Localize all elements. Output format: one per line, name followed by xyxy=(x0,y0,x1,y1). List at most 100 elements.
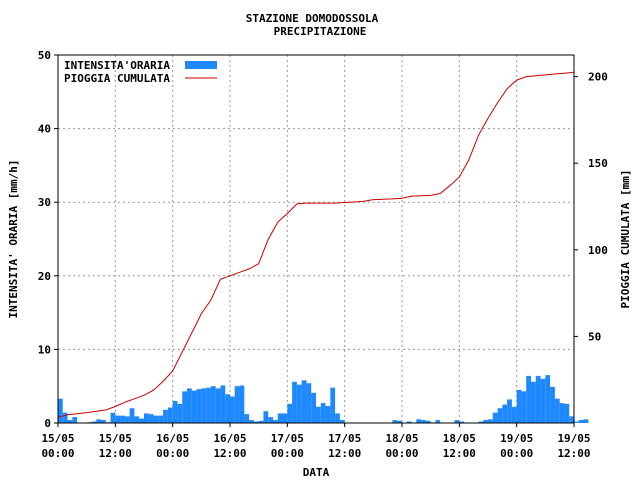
left-axis-ticks: 0 10 20 30 40 50 xyxy=(38,49,58,430)
intensity-bar xyxy=(273,420,278,423)
right-axis-ticks: 50 100 150 200 xyxy=(574,71,608,343)
intensity-bar xyxy=(526,375,531,423)
intensity-bar xyxy=(215,388,221,423)
intensity-bar xyxy=(507,399,512,423)
y-left-tick-label: 30 xyxy=(38,196,51,209)
y-left-tick-label: 50 xyxy=(38,49,51,62)
intensity-bar xyxy=(167,407,173,423)
x-tick-label-date: 16/05 xyxy=(213,432,246,445)
intensity-bar xyxy=(91,421,97,423)
x-tick-label-date: 19/05 xyxy=(557,432,590,445)
intensity-bar xyxy=(139,418,144,423)
intensity-bar xyxy=(244,414,250,423)
intensity-bar xyxy=(574,421,579,423)
x-tick-label-time: 12:00 xyxy=(443,447,476,460)
x-tick-label-date: 17/05 xyxy=(328,432,361,445)
plot-frame xyxy=(57,54,575,424)
intensity-bar xyxy=(163,409,168,423)
x-axis-ticks: 15/05 00:00 15/05 12:00 16/05 00:00 16/05 12:00… xyxy=(41,423,591,460)
intensity-bar xyxy=(230,396,235,423)
x-tick-label-date: 19/05 xyxy=(500,432,533,445)
x-tick-label-date: 17/05 xyxy=(271,432,304,445)
intensity-bar xyxy=(583,419,589,423)
y-left-tick-label: 20 xyxy=(38,270,51,283)
legend-label-intensity: INTENSITA'ORARIA xyxy=(64,59,170,72)
intensity-bar xyxy=(325,406,331,423)
intensity-bar xyxy=(296,384,302,423)
intensity-bar xyxy=(253,421,259,423)
y-axis-right-label: PIOGGIA CUMULATA [mm] xyxy=(619,169,632,308)
intensity-bar xyxy=(421,420,426,423)
x-tick-label-date: 18/05 xyxy=(443,432,476,445)
intensity-bar xyxy=(554,398,560,423)
x-tick-label-date: 18/05 xyxy=(385,432,418,445)
intensity-bar xyxy=(277,413,283,423)
y-right-tick-label: 150 xyxy=(588,157,608,170)
x-tick-label-time: 00:00 xyxy=(271,447,304,460)
intensity-bar xyxy=(497,408,503,423)
intensity-bar xyxy=(306,383,312,423)
intensity-bar xyxy=(258,420,264,423)
intensity-bar xyxy=(234,386,240,423)
bar-series xyxy=(58,375,589,423)
x-axis-label: DATA xyxy=(303,466,330,479)
intensity-bar xyxy=(134,416,140,423)
intensity-bar xyxy=(292,381,297,423)
intensity-bar xyxy=(311,392,316,423)
intensity-bar xyxy=(225,394,230,423)
intensity-bar xyxy=(191,390,197,423)
intensity-bar xyxy=(569,416,574,423)
intensity-bar xyxy=(115,415,121,423)
x-tick-label-date: 15/05 xyxy=(99,432,132,445)
intensity-bar xyxy=(339,420,345,423)
intensity-bar xyxy=(158,415,164,423)
intensity-bar xyxy=(545,375,551,423)
grid-lines xyxy=(58,55,574,423)
legend: INTENSITA'ORARIA PIOGGIA CUMULATA xyxy=(64,59,217,85)
intensity-bar xyxy=(550,386,555,423)
x-tick-label-time: 12:00 xyxy=(213,447,246,460)
intensity-bar xyxy=(196,389,202,423)
x-tick-label-time: 00:00 xyxy=(156,447,189,460)
intensity-bar xyxy=(397,420,402,423)
intensity-bar xyxy=(263,411,269,423)
intensity-bar xyxy=(67,420,73,423)
intensity-bar xyxy=(96,419,101,423)
y-left-tick-label: 0 xyxy=(44,417,51,430)
intensity-bar xyxy=(406,421,412,423)
intensity-bar xyxy=(316,406,321,423)
y-axis-left-label: INTENSITA' ORARIA [mm/h] xyxy=(7,160,20,319)
intensity-bar xyxy=(531,381,536,423)
intensity-bar xyxy=(282,413,288,423)
intensity-bar xyxy=(72,417,78,423)
legend-swatch-intensity xyxy=(185,61,217,69)
intensity-bar xyxy=(206,387,211,423)
x-tick-label-time: 12:00 xyxy=(557,447,590,460)
intensity-bar xyxy=(492,412,498,423)
intensity-bar xyxy=(148,414,154,423)
intensity-bar xyxy=(540,378,546,423)
intensity-bar xyxy=(220,385,226,423)
x-tick-label-date: 15/05 xyxy=(41,432,74,445)
x-tick-label-time: 00:00 xyxy=(500,447,533,460)
intensity-bar xyxy=(425,420,431,423)
chart-title: STAZIONE DOMODOSSOLA xyxy=(246,12,379,25)
legend-label-cumulative: PIOGGIA CUMULATA xyxy=(64,72,170,85)
y-right-tick-label: 100 xyxy=(588,244,608,257)
intensity-bar xyxy=(239,385,245,423)
y-left-tick-label: 40 xyxy=(38,123,51,136)
intensity-bar xyxy=(129,408,135,423)
intensity-bar xyxy=(459,421,465,423)
intensity-bar xyxy=(320,403,326,423)
intensity-bar xyxy=(483,420,488,423)
intensity-bar xyxy=(110,412,116,423)
intensity-bar xyxy=(559,403,565,423)
chart-subtitle: PRECIPITAZIONE xyxy=(274,25,367,38)
intensity-bar xyxy=(62,412,68,423)
y-left-tick-label: 10 xyxy=(38,343,51,356)
intensity-bar xyxy=(268,417,273,423)
intensity-bar xyxy=(435,420,441,423)
x-tick-label-date: 16/05 xyxy=(156,432,189,445)
intensity-bar xyxy=(153,415,159,423)
